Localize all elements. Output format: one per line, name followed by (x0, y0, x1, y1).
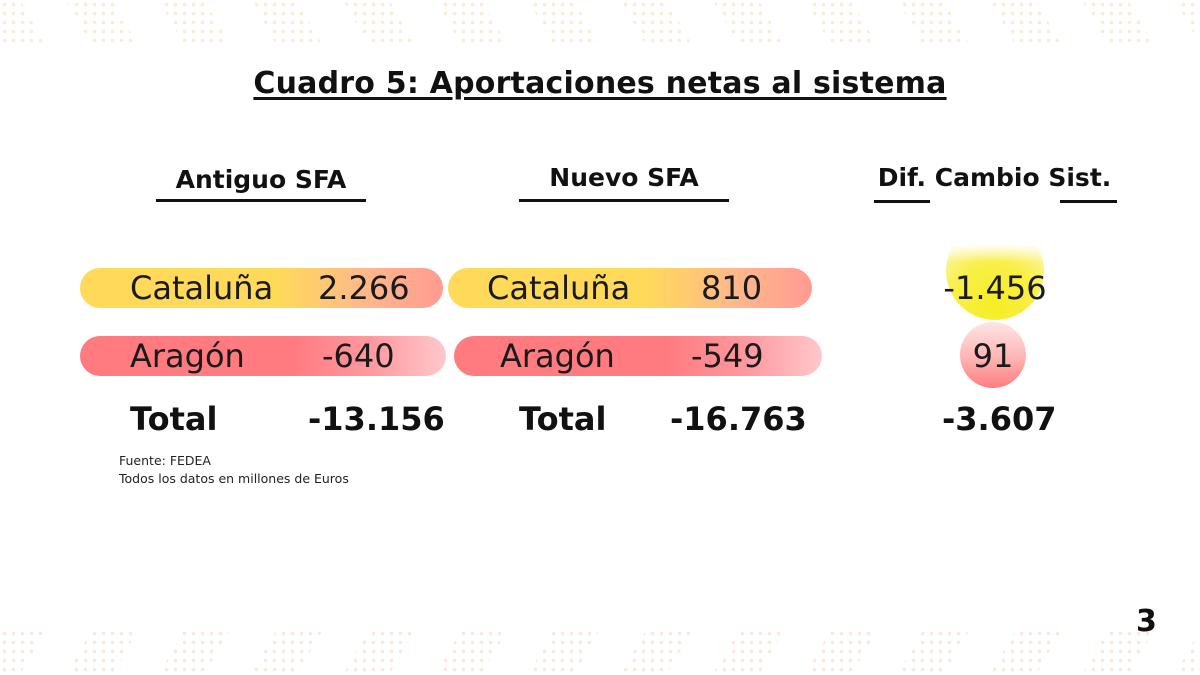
region-value: 2.266 (318, 269, 410, 307)
region-value: -640 (322, 337, 395, 375)
column-heading-antiguo-sfa: Antiguo SFA (175, 165, 347, 194)
region-value: 810 (701, 269, 763, 307)
page-number: 3 (1136, 604, 1157, 639)
dif-cataluna-value: -1.456 (943, 269, 1047, 307)
nuevo-aragon-row: Aragón -549 (454, 336, 822, 376)
antiguo-total-value: -13.156 (308, 400, 445, 438)
column-heading-rule (519, 199, 729, 202)
nuevo-total-label: Total (519, 400, 607, 438)
nuevo-cataluna-row: Cataluña 810 (448, 268, 812, 308)
units-note: Todos los datos en millones de Euros (119, 471, 349, 486)
dif-aragon-bubble (960, 322, 1026, 388)
region-label: Aragón (500, 337, 615, 375)
antiguo-cataluna-row: Cataluña 2.266 (80, 268, 443, 308)
dif-total-value: -3.607 (942, 400, 1057, 438)
region-label: Cataluña (130, 269, 274, 307)
column-heading-dif-cambio: Dif. Cambio Sist. (877, 163, 1112, 192)
decorative-dot-pattern-bottom (0, 629, 1200, 675)
source-note: Fuente: FEDEA (119, 453, 211, 468)
region-value: -549 (691, 337, 764, 375)
slide-title: Cuadro 5: Aportaciones netas al sistema (253, 66, 947, 101)
column-heading-rule (156, 199, 366, 202)
antiguo-aragon-row: Aragón -640 (80, 336, 446, 376)
dif-aragon-value: 91 (972, 337, 1014, 375)
region-label: Aragón (130, 337, 245, 375)
decorative-dot-pattern-top (0, 0, 1200, 46)
region-label: Cataluña (487, 269, 631, 307)
nuevo-total-value: -16.763 (670, 400, 807, 438)
column-heading-nuevo-sfa: Nuevo SFA (549, 163, 699, 192)
antiguo-total-label: Total (130, 400, 218, 438)
bubble-fade (930, 200, 1060, 262)
